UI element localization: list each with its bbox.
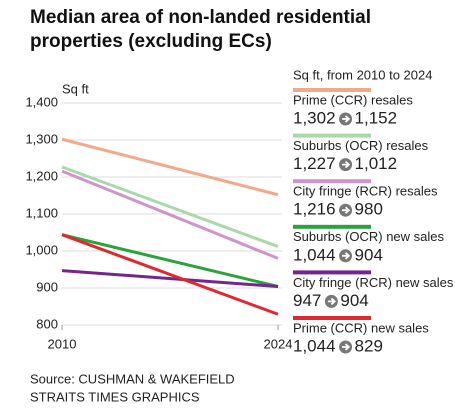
- legend-swatch: [293, 270, 371, 275]
- legend-title: Sq ft, from 2010 to 2024: [293, 67, 432, 82]
- line: [61, 137, 279, 197]
- arrow-icon: [342, 252, 351, 260]
- value-label: 947: [293, 291, 321, 310]
- y-tick-label: 1,400: [25, 94, 58, 109]
- value-label: 1,152: [355, 108, 398, 127]
- legend-swatch: [293, 224, 371, 229]
- x-tick-label: 2010: [48, 336, 77, 351]
- y-axis-label: Sq ft: [62, 81, 89, 96]
- value-label: 904: [355, 245, 383, 264]
- value-label: 1,216: [293, 200, 336, 219]
- legend-swatch: [293, 88, 371, 92]
- arrow-icon: [327, 297, 337, 306]
- value-label: 1,227: [293, 154, 336, 173]
- source: Source: CUSHMAN & WAKEFIELD: [30, 371, 235, 386]
- arrow-icon: [342, 160, 351, 169]
- y-tick-label: 1,300: [25, 131, 58, 146]
- legend-swatch: [293, 179, 371, 184]
- legend-swatch: [293, 316, 371, 320]
- value-label: 980: [355, 200, 383, 219]
- value-label: 1,012: [355, 154, 398, 173]
- legend-label: Prime (CCR) new sales: [293, 320, 429, 335]
- line: [61, 233, 279, 288]
- y-tick-label: 900: [36, 279, 58, 294]
- arrow-icon: [342, 343, 351, 351]
- value-label: 904: [340, 291, 368, 310]
- value-label: 829: [355, 336, 383, 355]
- x-tick-label: 2024: [264, 336, 293, 351]
- y-tick-label: 1,200: [25, 168, 58, 183]
- value-label: 1,044: [293, 245, 336, 264]
- legend-label: City fringe (RCR) new sales: [293, 275, 454, 290]
- legend-swatch: [293, 133, 371, 138]
- y-tick-label: 800: [36, 316, 58, 331]
- line: [61, 165, 279, 248]
- legend-label: Suburbs (OCR) new sales: [293, 229, 444, 244]
- line: [61, 269, 279, 289]
- value-label: 1,302: [293, 108, 336, 127]
- legend-label: City fringe (RCR) resales: [293, 184, 438, 199]
- chart-title: Median area of non-landed residential pr…: [30, 7, 372, 52]
- arrow-icon: [342, 206, 351, 214]
- y-tick-label: 1,100: [25, 205, 58, 220]
- legend-label: Suburbs (OCR) resales: [293, 138, 429, 153]
- y-tick-label: 1,000: [25, 242, 58, 257]
- value-label: 1,044: [293, 336, 336, 355]
- line: [61, 169, 279, 260]
- source: STRAITS TIMES GRAPHICS: [30, 389, 200, 404]
- legend-label: Prime (CCR) resales: [293, 92, 413, 107]
- line: [61, 233, 279, 316]
- arrow-icon: [342, 115, 351, 123]
